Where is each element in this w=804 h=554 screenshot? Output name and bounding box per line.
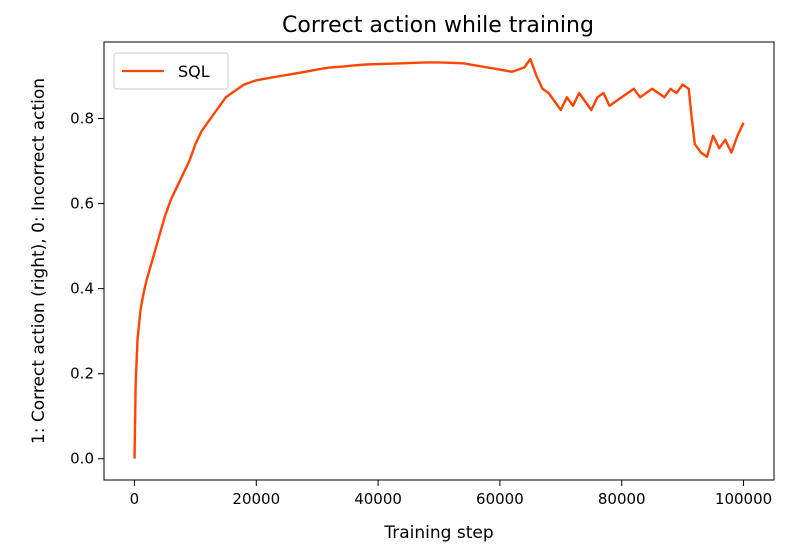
legend: SQL (113, 52, 229, 90)
y-tick-label: 0.2 (70, 365, 94, 383)
y-axis-label: 1: Correct action (right), 0: Incorrect … (29, 78, 49, 444)
x-tick-label: 80000 (598, 490, 646, 508)
legend-label: SQL (178, 62, 210, 81)
plot-area (103, 41, 775, 481)
chart-title: Correct action while training (282, 13, 594, 38)
x-tick-label: 20000 (232, 490, 280, 508)
series-line (133, 57, 745, 459)
x-tick-label: 40000 (354, 490, 402, 508)
x-tick-label: 60000 (476, 490, 524, 508)
legend-frame (113, 52, 229, 90)
y-tick-label: 0.4 (70, 280, 94, 298)
y-tick-label: 0.8 (70, 110, 94, 128)
series-layer (133, 57, 745, 459)
x-tick-label: 0 (130, 490, 140, 508)
y-tick-label: 0.6 (70, 195, 94, 213)
x-tick-label: 100000 (715, 490, 772, 508)
y-axis: 0.0 0.2 0.4 0.6 0.8 (70, 110, 104, 468)
x-axis: 0 20000 40000 60000 80000 100000 (130, 480, 772, 508)
x-axis-label: Training step (383, 523, 493, 543)
y-tick-label: 0.0 (70, 450, 94, 468)
